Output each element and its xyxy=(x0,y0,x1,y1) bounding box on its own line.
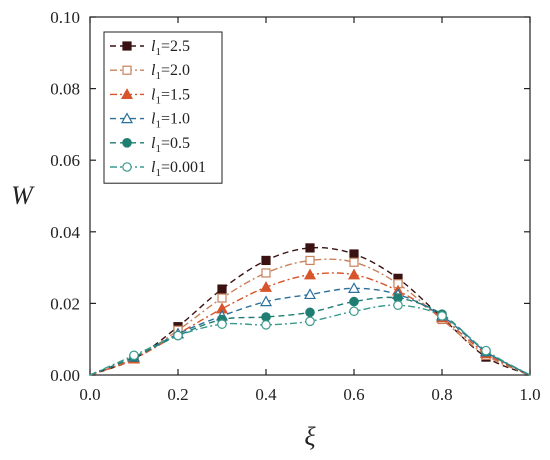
legend-marker xyxy=(122,138,132,148)
data-point xyxy=(349,249,359,259)
y-tick-label: 0.06 xyxy=(50,151,80,170)
x-tick-label: 0.4 xyxy=(255,385,277,404)
legend-label: l1=0.001 xyxy=(151,159,206,179)
axis-ticks: 0.0 0.2 0.4 0.6 0.8 1.0 0.00 0.02 0.04 0.06 0.08 0.… xyxy=(50,8,540,404)
legend-marker xyxy=(120,112,134,124)
y-tick-label: 0.00 xyxy=(50,366,80,385)
legend-value: =1.5 xyxy=(161,86,190,103)
plot-frame xyxy=(89,16,531,376)
legend-label: l1=1.5 xyxy=(151,86,190,106)
data-point xyxy=(261,255,271,266)
data-point xyxy=(481,345,491,356)
legend-box xyxy=(103,31,223,184)
legend-value: =0.001 xyxy=(161,159,206,176)
legend-marker xyxy=(122,41,132,51)
x-tick-label: 0.6 xyxy=(343,385,364,404)
data-point xyxy=(261,320,271,330)
legend-var: l xyxy=(151,86,156,103)
data-point xyxy=(261,312,271,322)
legend-subscript: 1 xyxy=(155,143,161,155)
legend-value: =1.0 xyxy=(161,111,190,128)
series-layer xyxy=(89,243,531,376)
y-tick-label: 0.02 xyxy=(50,294,80,313)
legend-subscript: 1 xyxy=(155,94,161,106)
legend-value: =2.0 xyxy=(161,62,190,79)
data-point xyxy=(217,293,227,303)
data-point xyxy=(303,268,317,280)
data-point xyxy=(173,330,183,341)
y-axis-title: W xyxy=(11,181,35,210)
data-point xyxy=(217,284,227,294)
legend-item: l1=2.0 xyxy=(110,62,190,82)
y-tick-label: 0.04 xyxy=(50,223,80,242)
data-point xyxy=(349,306,359,317)
legend-subscript: 1 xyxy=(155,167,161,179)
data-point xyxy=(261,268,271,278)
legend-label: l1=0.5 xyxy=(151,135,190,155)
legend-subscript: 1 xyxy=(155,46,161,58)
x-tick-label: 0.2 xyxy=(167,385,188,404)
data-point xyxy=(129,350,139,361)
legend-marker xyxy=(122,65,132,75)
legend-item: l1=1.0 xyxy=(110,111,190,131)
legend-value: =0.5 xyxy=(161,135,190,152)
data-point xyxy=(305,243,315,253)
series-3 xyxy=(89,282,531,376)
data-point xyxy=(437,311,447,321)
data-point xyxy=(305,307,315,318)
legend: l1=2.5l1=2.0l1=1.5l1=1.0l1=0.5l1=0.001 xyxy=(103,31,223,184)
legend-label: l1=2.5 xyxy=(151,38,190,58)
legend-item: l1=2.5 xyxy=(110,38,190,58)
legend-var: l xyxy=(151,62,156,79)
series-line xyxy=(89,246,531,376)
data-point xyxy=(393,300,403,310)
data-point xyxy=(347,268,361,280)
x-tick-label: 0.8 xyxy=(431,385,452,404)
x-tick-label: 0.0 xyxy=(79,385,100,404)
data-point xyxy=(347,282,361,293)
legend-var: l xyxy=(151,135,156,152)
legend-var: l xyxy=(151,159,156,176)
data-point xyxy=(305,255,315,266)
legend-item: l1=1.5 xyxy=(110,86,190,106)
legend-label: l1=1.0 xyxy=(151,111,190,131)
legend-marker xyxy=(122,162,132,172)
legend-label: l1=2.0 xyxy=(151,62,190,82)
data-point xyxy=(259,295,273,307)
data-point xyxy=(259,281,273,292)
legend-value: =2.5 xyxy=(161,38,190,55)
legend-subscript: 1 xyxy=(155,70,161,82)
series-5 xyxy=(89,300,531,376)
legend-var: l xyxy=(151,111,156,128)
data-point xyxy=(349,296,359,307)
x-tick-label: 1.0 xyxy=(519,385,540,404)
data-point xyxy=(303,288,317,300)
y-tick-label: 0.08 xyxy=(50,80,80,99)
legend-item: l1=0.5 xyxy=(110,135,190,155)
legend-var: l xyxy=(151,38,156,55)
y-tick-label: 0.10 xyxy=(50,8,80,27)
data-point xyxy=(349,257,359,267)
data-point xyxy=(305,316,315,327)
plot-area xyxy=(89,16,531,376)
legend-marker xyxy=(120,88,134,100)
x-axis-title: ξ xyxy=(304,422,316,451)
data-point xyxy=(217,319,227,329)
legend-item: l1=0.001 xyxy=(110,159,206,179)
legend-subscript: 1 xyxy=(155,119,161,131)
